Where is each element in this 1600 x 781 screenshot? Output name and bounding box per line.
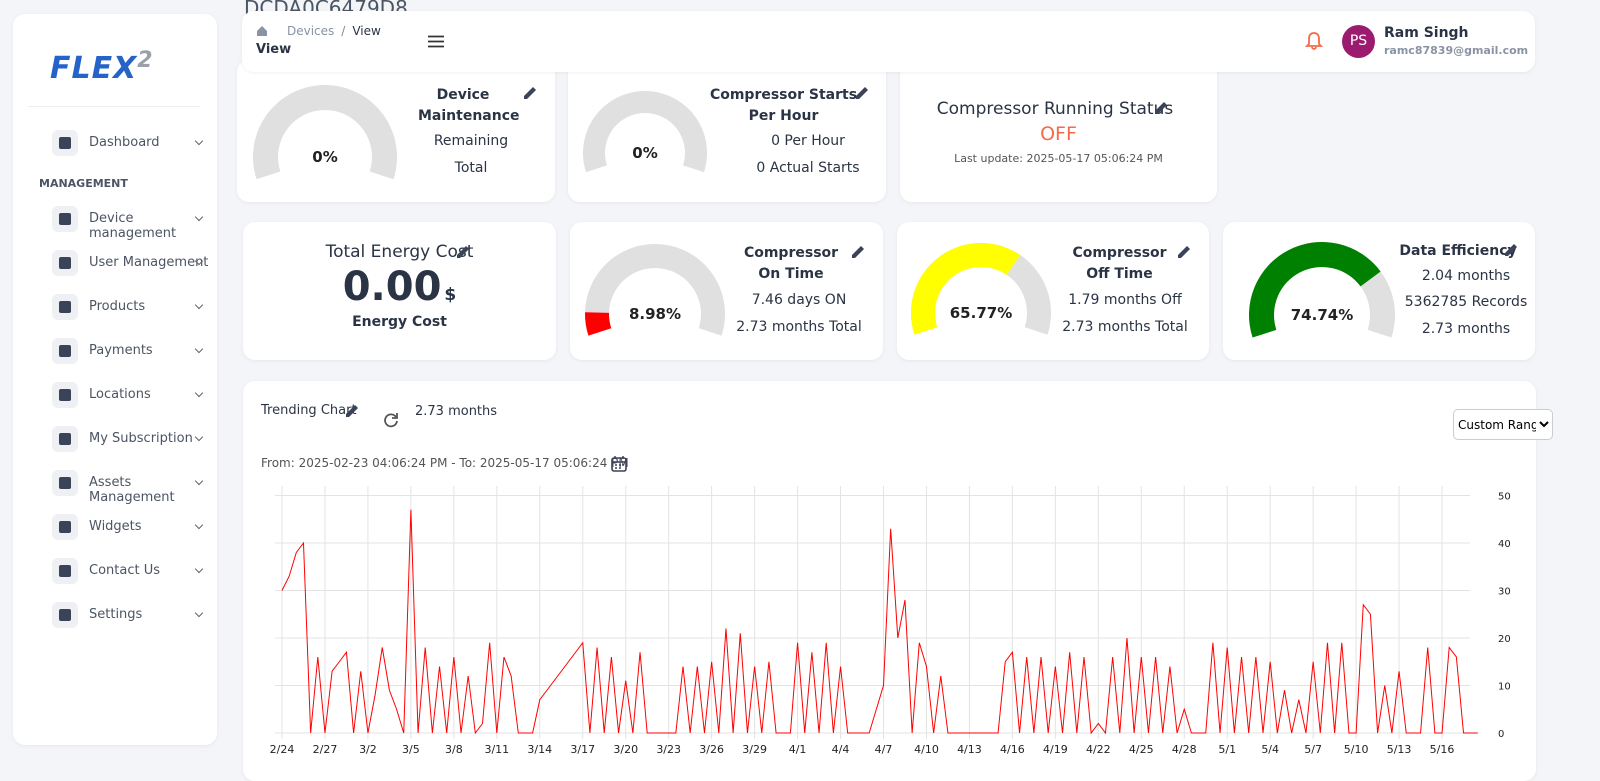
notification-bell[interactable] — [1305, 31, 1323, 51]
widget-line: 1.79 months Off — [1068, 292, 1182, 308]
menu-toggle[interactable] — [428, 35, 444, 48]
nav-item[interactable]: Device management — [52, 206, 212, 241]
sidebar: FLEX2 Dashboard MANAGEMENT Device manage… — [13, 14, 217, 745]
nav-label[interactable]: Widgets — [89, 519, 142, 534]
page-title: View — [256, 42, 292, 57]
nav-item[interactable]: Contact Us — [52, 558, 212, 586]
avatar[interactable]: PS — [1342, 25, 1375, 58]
caption: Energy Cost — [352, 314, 447, 330]
user-email: ramc87839@gmail.com — [1384, 44, 1529, 57]
nav-label[interactable]: Contact Us — [89, 563, 160, 578]
widget-line: Total — [454, 160, 488, 176]
widget-line: 7.46 days ON — [751, 292, 847, 308]
nav-item[interactable]: Widgets — [52, 514, 212, 542]
nav-item[interactable]: Products — [52, 294, 212, 322]
nav-label[interactable]: Products — [89, 299, 146, 314]
chart-title: Trending Chart — [261, 403, 357, 418]
chart-span: 2.73 months — [415, 404, 498, 419]
widget-title: Data Efficiency — [1399, 243, 1517, 259]
header: DevicesView View PS Ram Singh ramc87839@… — [242, 11, 1535, 72]
nav-item[interactable]: Settings — [52, 602, 212, 630]
range-select[interactable]: Custom Range — [1453, 409, 1553, 440]
widget-line: 0 Per Hour — [771, 133, 845, 149]
nav-label[interactable]: Locations — [89, 387, 151, 402]
amount-value: 0.00 — [342, 264, 442, 310]
user-name: Ram Singh — [1384, 25, 1469, 41]
nav-label[interactable]: Device management — [89, 211, 177, 241]
widget-line: 0 Actual Starts — [756, 160, 860, 176]
widget-title: Compressor On Time — [743, 245, 839, 282]
crumb[interactable]: Devices — [287, 24, 335, 38]
status-note: Last update: 2025-05-17 05:06:24 PM — [954, 152, 1163, 165]
logo: FLEX2 — [50, 48, 154, 86]
divider — [28, 106, 200, 107]
chart-card — [243, 381, 1536, 781]
crumb: View — [334, 24, 381, 38]
nav-item[interactable]: User Management — [52, 250, 212, 278]
widget-title: Compressor Running Status — [936, 99, 1174, 119]
widget-title: Total Energy Cost — [325, 242, 474, 262]
logo-sup: 2 — [137, 48, 154, 73]
amount: 0.00 $ — [243, 264, 556, 310]
nav-item[interactable]: Assets Management — [52, 470, 212, 505]
nav-item[interactable]: Locations — [52, 382, 212, 410]
widget-title: Compressor Off Time — [1072, 245, 1167, 282]
widget-title: Compressor Starts Per Hour — [709, 87, 858, 124]
widget-line: 2.04 months — [1421, 268, 1511, 284]
refresh-icon[interactable] — [383, 412, 399, 428]
nav-item[interactable]: Payments — [52, 338, 212, 366]
amount-unit: $ — [444, 285, 457, 305]
widget-line: 2.73 months Total — [736, 319, 862, 335]
calendar-icon[interactable] — [611, 455, 627, 472]
widget-line: 5362785 Records — [1404, 294, 1528, 310]
widget-title: Device Maintenance — [418, 87, 520, 124]
widget-card — [243, 222, 556, 360]
widget-card — [237, 60, 555, 202]
widget-line: Remaining — [433, 133, 509, 149]
widget-line: 2.73 months Total — [1062, 319, 1188, 335]
nav-label[interactable]: Settings — [89, 607, 143, 622]
nav-label[interactable]: Assets Management — [89, 475, 175, 505]
nav-label[interactable]: Dashboard — [89, 135, 160, 150]
home-icon[interactable] — [256, 25, 268, 37]
nav-section: MANAGEMENT — [39, 177, 128, 190]
nav-label[interactable]: Payments — [89, 343, 153, 358]
nav-item[interactable]: Dashboard — [52, 130, 212, 158]
widget-card — [900, 60, 1217, 202]
nav-label[interactable]: My Subscription — [89, 431, 193, 446]
status: OFF — [1040, 123, 1077, 145]
logo-text: FLEX — [50, 51, 138, 86]
period: From: 2025-02-23 04:06:24 PM - To: 2025-… — [261, 456, 629, 470]
nav-item[interactable]: My Subscription — [52, 426, 212, 454]
widget-card — [568, 60, 886, 202]
nav-label[interactable]: User Management — [89, 255, 209, 270]
breadcrumb: DevicesView — [287, 24, 381, 38]
widget-line: 2.73 months — [1421, 321, 1511, 337]
